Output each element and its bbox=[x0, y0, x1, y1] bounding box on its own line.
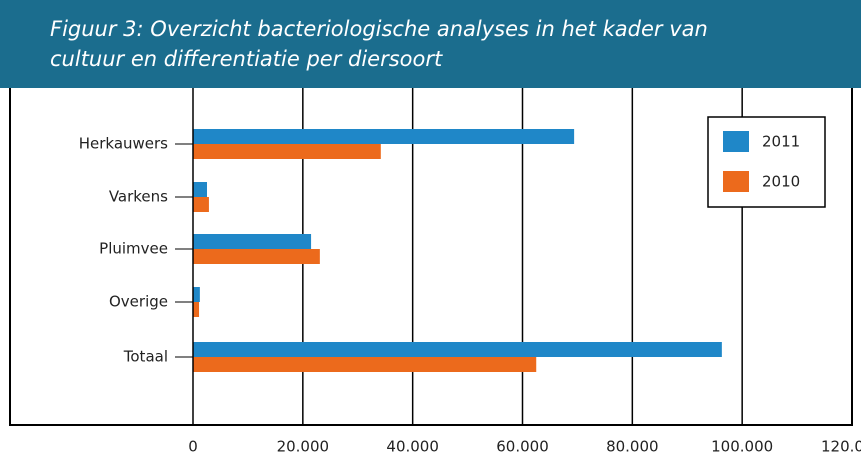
bar bbox=[193, 302, 200, 317]
legend-box bbox=[707, 116, 826, 208]
bar bbox=[193, 234, 312, 249]
bar bbox=[193, 144, 381, 159]
x-tick-label: 80.000 bbox=[606, 438, 659, 456]
y-tick-label: Totaal bbox=[123, 348, 168, 366]
header-band: Figuur 3: Overzicht bacteriologische ana… bbox=[0, 0, 861, 88]
y-tick-label: Herkauwers bbox=[79, 135, 168, 153]
legend-swatch bbox=[723, 131, 749, 152]
x-tick-label: 120.000 bbox=[821, 438, 861, 456]
legend-label: 2010 bbox=[762, 173, 800, 191]
bar bbox=[193, 182, 208, 197]
x-tick-label: 100.000 bbox=[711, 438, 773, 456]
y-tick-label: Varkens bbox=[109, 188, 168, 206]
x-tick-label: 40.000 bbox=[386, 438, 439, 456]
bar bbox=[193, 249, 320, 264]
x-tick-label: 60.000 bbox=[496, 438, 549, 456]
legend-label: 2011 bbox=[762, 133, 800, 151]
bar bbox=[193, 129, 575, 144]
bar bbox=[193, 287, 200, 302]
y-tick-label: Pluimvee bbox=[99, 240, 168, 258]
bar bbox=[193, 357, 537, 372]
x-tick-label: 20.000 bbox=[277, 438, 330, 456]
y-tick-label: Overige bbox=[109, 293, 168, 311]
x-tick-label: 0 bbox=[188, 438, 198, 456]
legend-swatch bbox=[723, 171, 749, 192]
chart-title: Figuur 3: Overzicht bacteriologische ana… bbox=[50, 17, 708, 71]
bar bbox=[193, 197, 209, 212]
bar bbox=[193, 342, 722, 357]
